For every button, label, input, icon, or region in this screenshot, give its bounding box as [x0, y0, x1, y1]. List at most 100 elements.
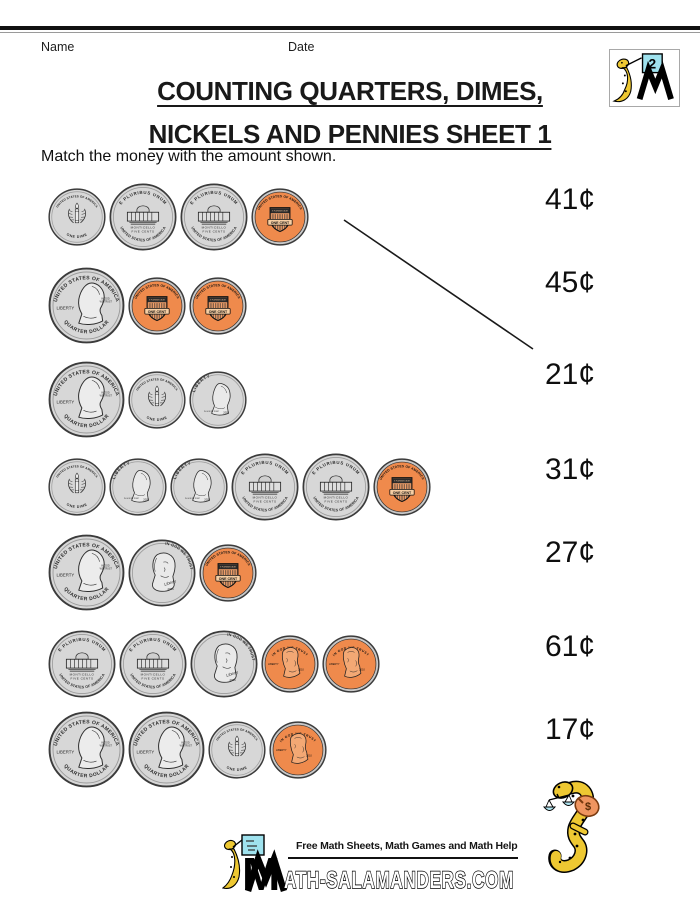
- svg-text:FIVE CENTS: FIVE CENTS: [141, 676, 164, 680]
- header-rule-shadow: [0, 32, 700, 33]
- footer-divider: [288, 857, 518, 859]
- grade-card-number: 2: [649, 57, 657, 72]
- salamander-logo-icon: 2: [612, 53, 674, 103]
- coin-row-1[interactable]: UNITED STATES OF AMERICA ONE DIME E PLURIB…: [48, 183, 309, 251]
- coin-row-4[interactable]: UNITED STATES OF AMERICA ONE DIME LIBERTY I…: [48, 453, 431, 521]
- svg-text:IN GOD WE TRUST: IN GOD WE TRUST: [124, 498, 139, 500]
- svg-text:MONTICELLO: MONTICELLO: [324, 496, 349, 500]
- footer-tagline: Free Math Sheets, Math Games and Math He…: [296, 840, 518, 852]
- svg-text:IN GOD: IN GOD: [101, 564, 110, 567]
- footer-salamander-logo: [222, 833, 292, 897]
- svg-text:ONE DIME: ONE DIME: [226, 765, 248, 772]
- svg-text:LIBERTY: LIBERTY: [136, 749, 154, 754]
- amount-option-7[interactable]: 17¢: [545, 713, 596, 746]
- brand-m: M: [242, 848, 280, 898]
- svg-text:2010: 2010: [298, 667, 304, 671]
- svg-text:2006: 2006: [167, 587, 174, 591]
- coin-row-7[interactable]: UNITED STATES OF AMERICA LIBERTY IN GOD WE …: [48, 711, 327, 788]
- svg-text:2010: 2010: [306, 753, 312, 757]
- svg-text:WE TRUST: WE TRUST: [100, 394, 113, 397]
- svg-text:2010: 2010: [359, 667, 365, 671]
- salamander-mascot-illustration: $: [543, 776, 627, 876]
- svg-text:MONTICELLO: MONTICELLO: [253, 496, 278, 500]
- svg-text:WE TRUST: WE TRUST: [100, 567, 113, 570]
- svg-text:WE TRUST: WE TRUST: [180, 744, 193, 747]
- instruction-text: Match the money with the amount shown.: [41, 148, 337, 165]
- svg-text:ONE DIME: ONE DIME: [66, 502, 88, 509]
- svg-text:MONTICELLO: MONTICELLO: [141, 673, 166, 677]
- coin-row-2[interactable]: UNITED STATES OF AMERICA LIBERTY IN GOD WE …: [48, 267, 247, 344]
- amount-option-1[interactable]: 41¢: [545, 183, 596, 216]
- svg-text:FIVE CENTS: FIVE CENTS: [131, 229, 154, 233]
- svg-text:Liberty: Liberty: [225, 669, 239, 678]
- svg-text:FIVE CENTS: FIVE CENTS: [70, 676, 93, 680]
- svg-text:E PLURIBUS UNUM: E PLURIBUS UNUM: [394, 481, 410, 483]
- svg-text:2005: 2005: [204, 497, 210, 501]
- coin-row-5[interactable]: UNITED STATES OF AMERICA LIBERTY IN GOD WE …: [48, 534, 257, 611]
- brand-domain: ATH-SALAMANDERS.COM: [284, 867, 514, 894]
- amount-option-5[interactable]: 27¢: [545, 536, 596, 569]
- svg-text:IN GOD: IN GOD: [181, 741, 190, 744]
- svg-text:2005: 2005: [143, 497, 149, 501]
- svg-text:IN GOD: IN GOD: [101, 391, 110, 394]
- svg-text:LIBERTY: LIBERTY: [56, 305, 74, 310]
- svg-text:LIBERTY: LIBERTY: [268, 662, 279, 666]
- worksheet-title-line2: NICKELS AND PENNIES SHEET 1: [148, 119, 552, 149]
- coin-row-3[interactable]: UNITED STATES OF AMERICA LIBERTY IN GOD WE …: [48, 361, 247, 438]
- svg-text:ONE CENT: ONE CENT: [148, 309, 167, 313]
- svg-text:ONE CENT: ONE CENT: [271, 221, 290, 225]
- svg-text:IN GOD: IN GOD: [101, 297, 110, 300]
- svg-text:ONE DIME: ONE DIME: [66, 232, 88, 239]
- money-bag-symbol: $: [585, 801, 591, 813]
- svg-text:E PLURIBUS UNUM: E PLURIBUS UNUM: [149, 299, 165, 301]
- svg-text:E PLURIBUS UNUM: E PLURIBUS UNUM: [220, 566, 236, 568]
- amount-option-2[interactable]: 45¢: [545, 266, 596, 299]
- amount-option-6[interactable]: 61¢: [545, 630, 596, 663]
- svg-text:ONE DIME: ONE DIME: [146, 415, 168, 422]
- amount-option-4[interactable]: 31¢: [545, 453, 596, 486]
- svg-text:WE TRUST: WE TRUST: [100, 744, 113, 747]
- amount-option-3[interactable]: 21¢: [545, 358, 596, 391]
- svg-text:E PLURIBUS UNUM: E PLURIBUS UNUM: [272, 211, 288, 213]
- svg-text:Liberty: Liberty: [163, 578, 177, 587]
- svg-text:MONTICELLO: MONTICELLO: [131, 226, 156, 230]
- worksheet-title: COUNTING QUARTERS, DIMES, NICKELS AND PE…: [0, 70, 700, 156]
- svg-text:IN GOD WE TRUST: IN GOD WE TRUST: [204, 411, 219, 413]
- svg-text:2005: 2005: [223, 410, 229, 414]
- svg-text:WE TRUST: WE TRUST: [100, 300, 113, 303]
- footer-brand: M ATH-SALAMANDERS.COM: [238, 846, 538, 898]
- date-label: Date: [288, 40, 315, 54]
- logo-m-glyph: [636, 60, 674, 100]
- coin-row-6[interactable]: E PLURIBUS UNUM MONTICELLO FIVE CENTS UNITE…: [48, 630, 380, 698]
- header-rule: [0, 26, 700, 30]
- svg-text:LIBERTY: LIBERTY: [56, 399, 74, 404]
- svg-text:2006: 2006: [229, 678, 236, 682]
- svg-text:ONE CENT: ONE CENT: [393, 491, 412, 495]
- svg-text:IN GOD: IN GOD: [101, 741, 110, 744]
- svg-text:LIBERTY: LIBERTY: [56, 749, 74, 754]
- svg-text:LIBERTY: LIBERTY: [276, 748, 287, 752]
